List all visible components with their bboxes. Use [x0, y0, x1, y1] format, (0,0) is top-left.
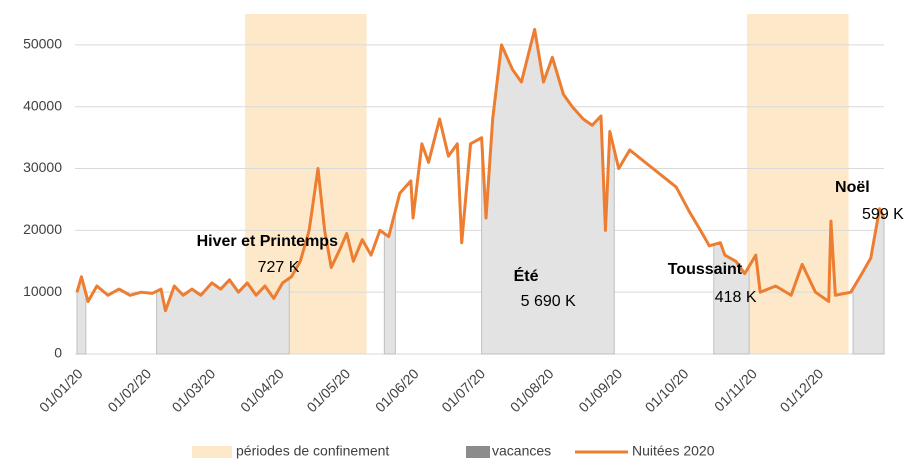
- x-tick-label: 01/04/20: [237, 365, 287, 415]
- x-tick-label: 01/09/20: [575, 365, 625, 415]
- background-bands: [245, 14, 849, 354]
- period-label: Été: [514, 266, 539, 285]
- confinement-band: [746, 14, 849, 354]
- y-tick-label: 30000: [23, 159, 62, 175]
- period-total: 5 690 K: [521, 293, 576, 310]
- period-label: Toussaint: [668, 261, 743, 278]
- period-total: 599 K: [862, 206, 904, 223]
- x-tick-label: 01/05/20: [303, 365, 353, 415]
- period-label: Noël: [835, 179, 870, 196]
- y-tick-label: 10000: [23, 283, 62, 299]
- y-tick-label: 40000: [23, 97, 62, 113]
- legend-label: Nuitées 2020: [632, 443, 715, 459]
- legend-swatch-confinement: [192, 446, 232, 458]
- x-tick-label: 01/07/20: [438, 365, 488, 415]
- x-tick-label: 01/08/20: [507, 365, 557, 415]
- legend-swatch-vacances: [466, 446, 490, 458]
- x-tick-label: 01/01/20: [36, 365, 86, 415]
- x-tick-label: 01/06/20: [372, 365, 422, 415]
- x-tick-label: 01/11/20: [711, 365, 760, 414]
- x-tick-label: 01/12/20: [777, 365, 827, 415]
- y-tick-label: 20000: [23, 221, 62, 237]
- period-total: 418 K: [715, 289, 757, 306]
- x-tick-label: 01/10/20: [642, 365, 692, 415]
- period-label: Hiver et Printemps: [197, 233, 338, 250]
- line: [75, 27, 886, 313]
- legend-label: vacances: [492, 443, 551, 459]
- y-tick-label: 0: [54, 345, 62, 361]
- legend-label: périodes de confinement: [236, 443, 389, 459]
- y-tick-label: 50000: [23, 36, 62, 52]
- series: [75, 27, 886, 313]
- x-tick-label: 01/03/20: [169, 365, 219, 415]
- x-tick-label: 01/02/20: [104, 365, 154, 415]
- period-total: 727 K: [258, 259, 300, 276]
